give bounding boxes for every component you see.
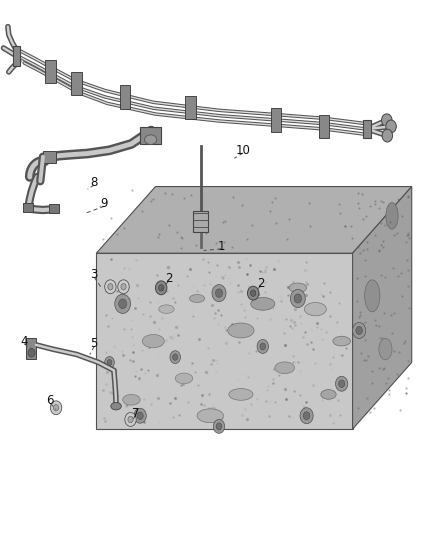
Circle shape xyxy=(155,281,167,295)
Circle shape xyxy=(300,408,313,424)
Ellipse shape xyxy=(142,335,164,348)
Text: 2: 2 xyxy=(257,277,265,290)
Circle shape xyxy=(356,326,362,335)
Bar xyxy=(49,204,59,213)
Circle shape xyxy=(213,419,225,433)
Circle shape xyxy=(118,280,129,294)
Bar xyxy=(185,96,196,119)
Circle shape xyxy=(339,380,345,387)
Text: 4: 4 xyxy=(20,335,28,348)
Text: 9: 9 xyxy=(100,197,108,210)
Text: 5: 5 xyxy=(91,337,98,350)
Circle shape xyxy=(137,412,143,419)
Text: 3: 3 xyxy=(91,268,98,281)
Circle shape xyxy=(105,280,116,294)
Circle shape xyxy=(251,290,256,296)
Ellipse shape xyxy=(145,135,157,144)
Circle shape xyxy=(105,357,114,368)
Bar xyxy=(120,85,130,109)
Circle shape xyxy=(115,294,131,313)
Bar xyxy=(140,127,161,144)
Circle shape xyxy=(247,286,259,300)
Bar xyxy=(363,120,371,138)
Ellipse shape xyxy=(175,373,193,384)
Circle shape xyxy=(173,354,178,360)
Polygon shape xyxy=(96,253,353,429)
Circle shape xyxy=(303,411,310,420)
Ellipse shape xyxy=(159,305,174,313)
Circle shape xyxy=(336,376,348,391)
Circle shape xyxy=(50,401,62,415)
Circle shape xyxy=(215,289,223,297)
Circle shape xyxy=(386,120,396,133)
Bar xyxy=(26,338,36,359)
Circle shape xyxy=(382,129,392,142)
Circle shape xyxy=(134,408,146,423)
Text: 6: 6 xyxy=(46,394,54,407)
Circle shape xyxy=(125,413,136,426)
Ellipse shape xyxy=(364,280,380,312)
Text: 10: 10 xyxy=(236,144,251,157)
Ellipse shape xyxy=(189,294,205,303)
Circle shape xyxy=(107,359,112,366)
Bar xyxy=(71,72,82,95)
Ellipse shape xyxy=(321,390,336,399)
Bar xyxy=(45,60,56,83)
Polygon shape xyxy=(353,187,412,429)
Polygon shape xyxy=(96,187,412,253)
Ellipse shape xyxy=(304,303,326,316)
Text: 8: 8 xyxy=(91,176,98,189)
Circle shape xyxy=(121,284,126,290)
Ellipse shape xyxy=(123,394,140,405)
Circle shape xyxy=(257,340,268,353)
Ellipse shape xyxy=(379,338,392,360)
Circle shape xyxy=(159,285,164,291)
Text: 1: 1 xyxy=(217,240,225,253)
Circle shape xyxy=(108,284,113,290)
Circle shape xyxy=(53,405,59,411)
Circle shape xyxy=(170,351,180,364)
Ellipse shape xyxy=(386,203,398,229)
Bar xyxy=(23,203,33,212)
Ellipse shape xyxy=(333,336,350,346)
Ellipse shape xyxy=(289,283,307,293)
Circle shape xyxy=(260,343,265,350)
Circle shape xyxy=(381,114,392,127)
Ellipse shape xyxy=(275,362,294,374)
Ellipse shape xyxy=(251,297,275,310)
Circle shape xyxy=(128,416,133,423)
Bar xyxy=(43,151,56,163)
Ellipse shape xyxy=(228,323,254,338)
Text: 7: 7 xyxy=(132,407,140,419)
Ellipse shape xyxy=(229,389,253,400)
Ellipse shape xyxy=(197,409,223,423)
Circle shape xyxy=(119,299,127,309)
Bar xyxy=(193,211,208,232)
Text: 2: 2 xyxy=(165,272,173,285)
Circle shape xyxy=(353,322,366,338)
Bar xyxy=(271,108,281,132)
Circle shape xyxy=(294,294,302,303)
Circle shape xyxy=(212,285,226,302)
Circle shape xyxy=(216,423,222,430)
Circle shape xyxy=(28,349,35,357)
Bar xyxy=(13,46,20,66)
Circle shape xyxy=(290,289,305,308)
Ellipse shape xyxy=(111,402,121,410)
Bar xyxy=(319,115,329,138)
